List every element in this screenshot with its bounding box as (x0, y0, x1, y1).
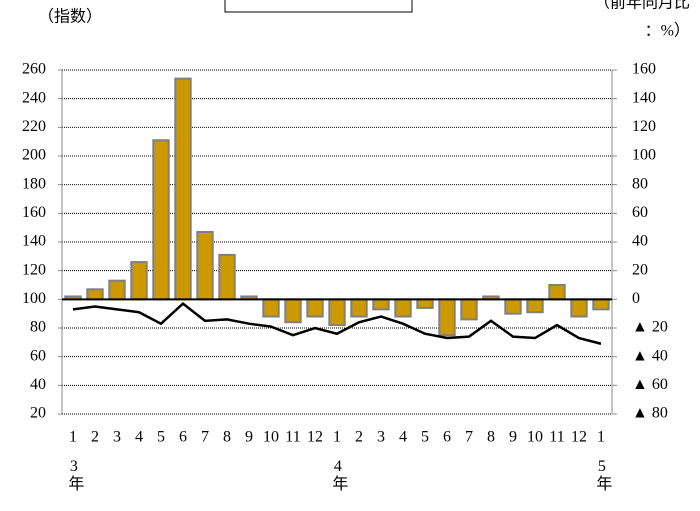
line (72, 301, 602, 345)
y2-tick-label: 80 (632, 175, 648, 192)
y-tick-label: 160 (22, 204, 46, 221)
bar (196, 230, 214, 301)
x-tick-label: 4 (399, 429, 407, 446)
y2-tick-label: ▲ 60 (632, 376, 668, 393)
y2-tick-label: 120 (632, 118, 656, 135)
y-tick-label: 260 (22, 61, 46, 78)
y2-tick-label: 60 (632, 204, 648, 221)
x-tick-label: 3 (377, 429, 385, 446)
x-tick-label: 8 (223, 429, 231, 446)
y-tick-label: 180 (22, 175, 46, 192)
x-tick-label: 6 (443, 429, 451, 446)
y-tick-label: 140 (22, 233, 46, 250)
x-tick-label: 2 (91, 429, 99, 446)
x-tick-label: 9 (509, 429, 517, 446)
bar (130, 261, 148, 301)
bar (262, 298, 280, 318)
bar (218, 253, 236, 301)
y2-tick-label: ▲ 20 (632, 319, 668, 336)
y2-axis-label: ：%） (645, 22, 690, 40)
y2-tick-label: 160 (632, 61, 656, 78)
x-tick-label: 1 (69, 429, 77, 446)
x-tick-label: 11 (549, 429, 564, 446)
x-tick-label: 11 (285, 429, 300, 446)
y2-axis-label: （前年同月比 (594, 0, 690, 12)
y-tick-label: 80 (30, 319, 46, 336)
year-label: 5年 (593, 458, 612, 491)
y-tick-label: 240 (22, 89, 46, 106)
bar (438, 298, 456, 337)
y2-tick-label: ▲ 80 (632, 405, 668, 422)
x-tick-label: 5 (157, 429, 165, 446)
bar (548, 284, 566, 301)
bar (570, 298, 588, 318)
y-axis-label: （指数） (38, 8, 102, 26)
bar (526, 298, 544, 314)
bar (86, 288, 104, 301)
y2-tick-label: 140 (632, 89, 656, 106)
bar (152, 139, 170, 301)
bar (306, 298, 324, 318)
x-tick-label: 2 (355, 429, 363, 446)
bar (460, 298, 478, 321)
y-tick-label: 40 (30, 376, 46, 393)
x-tick-label: 9 (245, 429, 253, 446)
y-tick-label: 120 (22, 261, 46, 278)
legend-box (224, 0, 413, 13)
x-tick-label: 12 (307, 429, 323, 446)
y-tick-label: 20 (30, 405, 46, 422)
y2-tick-label: 40 (632, 233, 648, 250)
bar (350, 298, 368, 318)
y2-tick-label: ▲ 40 (632, 347, 668, 364)
y-tick-label: 200 (22, 147, 46, 164)
year-label: 3年 (65, 458, 84, 491)
y2-tick-label: 20 (632, 261, 648, 278)
x-tick-label: 12 (571, 429, 587, 446)
x-tick-label: 1 (333, 429, 341, 446)
bar (416, 298, 434, 309)
y-tick-label: 60 (30, 347, 46, 364)
bar (394, 298, 412, 318)
bar (372, 298, 390, 311)
bar (328, 298, 346, 327)
bar (592, 298, 610, 311)
x-tick-label: 10 (527, 429, 543, 446)
x-tick-label: 4 (135, 429, 143, 446)
x-tick-label: 6 (179, 429, 187, 446)
x-tick-label: 7 (201, 429, 209, 446)
x-tick-label: 10 (263, 429, 279, 446)
bar (284, 298, 302, 324)
bar (108, 279, 126, 301)
y2-tick-label: 100 (632, 147, 656, 164)
x-tick-label: 5 (421, 429, 429, 446)
year-label: 4年 (329, 458, 348, 491)
x-tick-label: 8 (487, 429, 495, 446)
y-tick-label: 100 (22, 290, 46, 307)
x-tick-label: 3 (113, 429, 121, 446)
x-tick-label: 1 (597, 429, 605, 446)
bar (504, 298, 522, 315)
x-tick-label: 7 (465, 429, 473, 446)
bar (174, 77, 192, 301)
y2-tick-label: 0 (632, 290, 640, 307)
y-tick-label: 220 (22, 118, 46, 135)
